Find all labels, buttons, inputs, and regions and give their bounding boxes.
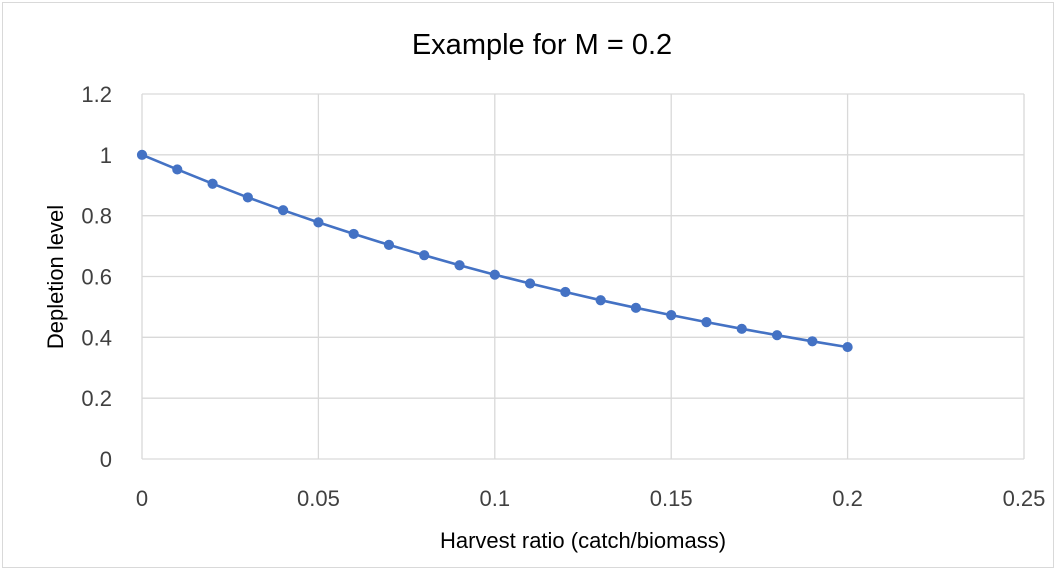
data-point [207, 178, 218, 189]
y-tick-label: 0.4 [81, 325, 112, 350]
x-tick-label: 0.25 [1003, 486, 1046, 511]
y-tick-label: 0 [100, 447, 112, 472]
chart-title: Example for M = 0.2 [412, 29, 672, 61]
y-tick-label: 0.6 [81, 265, 112, 290]
data-point [560, 286, 571, 298]
gridlines [141, 93, 1025, 460]
y-tick-label: 1.2 [81, 82, 112, 107]
data-point [524, 278, 536, 289]
y-tick-label: 1 [100, 143, 112, 168]
data-point [736, 323, 747, 334]
x-tick-label: 0.15 [650, 486, 693, 511]
data-point [278, 205, 289, 216]
data-point [771, 330, 783, 341]
data-point [348, 228, 359, 240]
y-tick-label: 0.8 [81, 204, 112, 229]
data-point [807, 336, 818, 347]
data-point [136, 149, 148, 160]
x-tick-label: 0 [136, 486, 148, 511]
y-axis-title: Depletion level [43, 205, 68, 349]
data-point [419, 250, 430, 261]
tick-labels: 0 0.2 0.4 0.6 0.8 1 1.2 0 0.05 0.1 0.15 0.2 0.25 [81, 82, 1045, 511]
series-layer [136, 149, 853, 353]
y-tick-label: 0.2 [81, 386, 112, 411]
data-point [842, 341, 853, 353]
data-point [242, 192, 253, 203]
x-tick-label: 0.2 [832, 486, 863, 511]
data-point [666, 310, 677, 321]
data-point [454, 260, 465, 271]
data-point [383, 239, 395, 250]
data-point [313, 217, 324, 228]
data-point [630, 302, 642, 313]
data-point [701, 317, 712, 328]
x-tick-label: 0.1 [480, 486, 511, 511]
data-point [489, 269, 500, 280]
data-point [172, 164, 183, 175]
x-axis-title: Harvest ratio (catch/biomass) [440, 528, 726, 553]
data-point [595, 295, 606, 306]
x-tick-label: 0.05 [297, 486, 340, 511]
